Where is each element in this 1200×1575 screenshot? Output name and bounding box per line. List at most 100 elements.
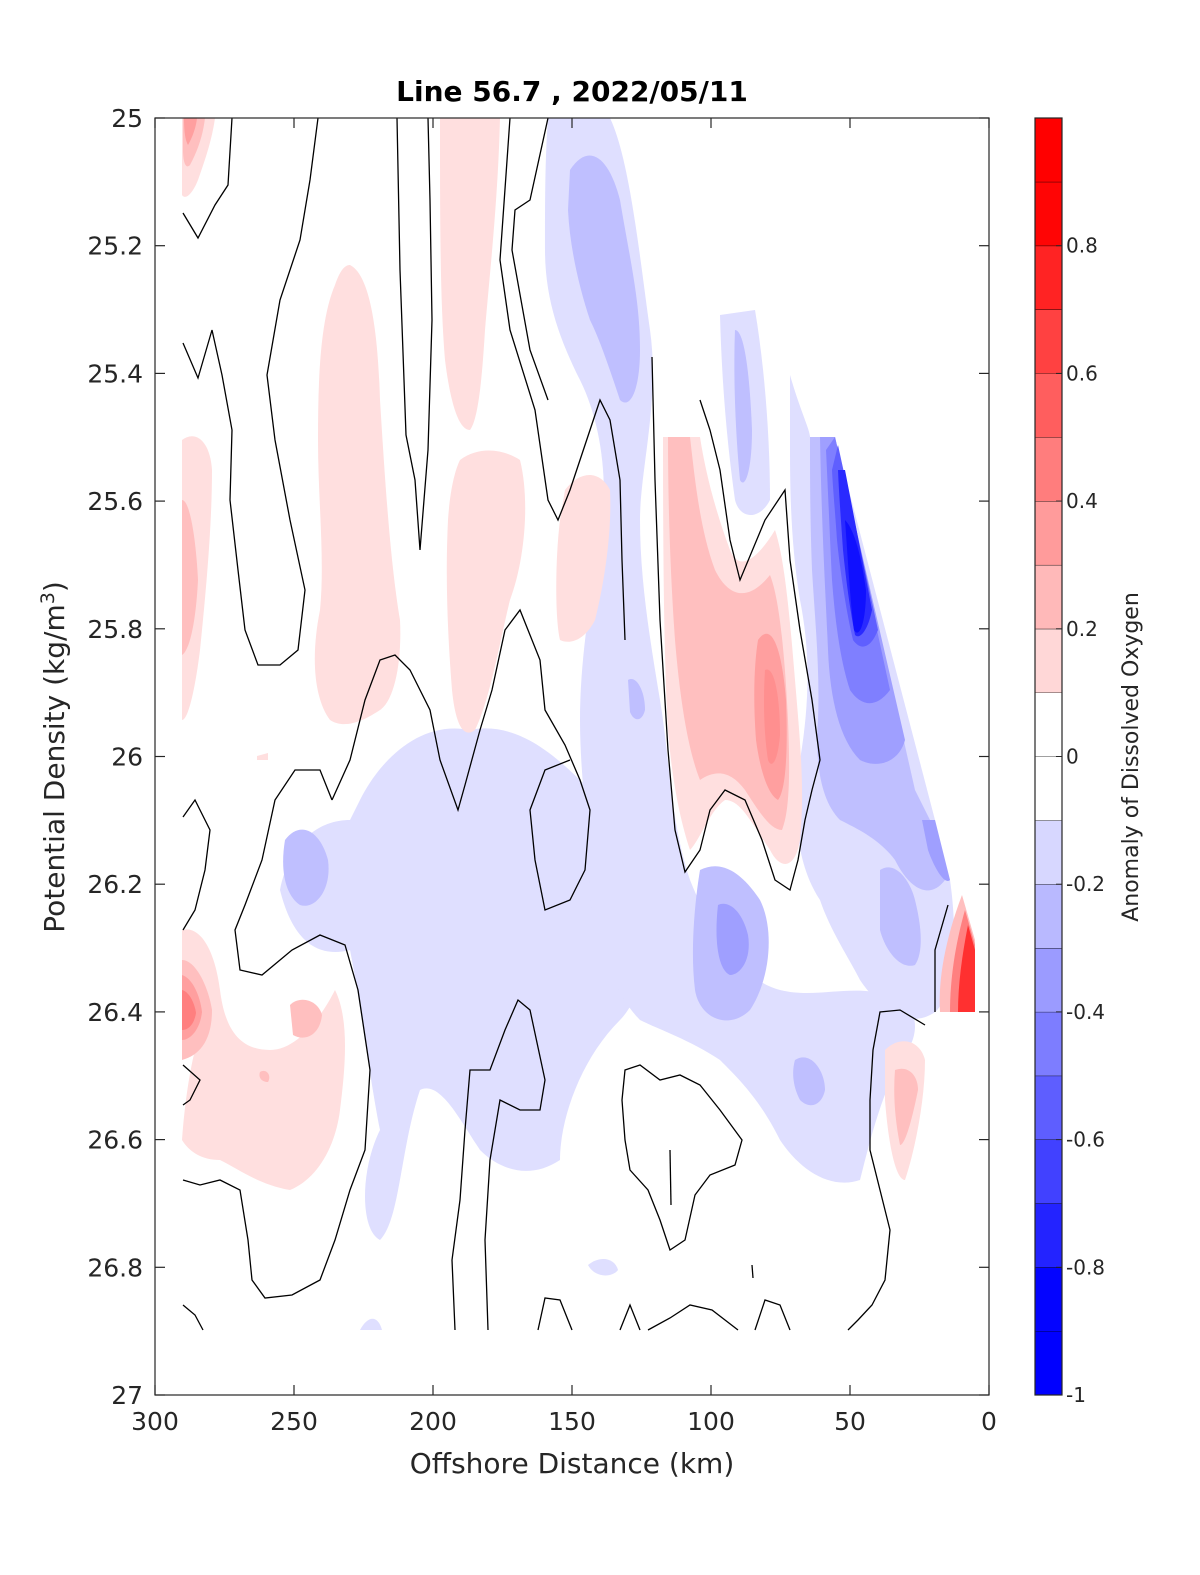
zero-contour-line bbox=[651, 356, 821, 892]
y-axis-title-superscript: 3 bbox=[37, 592, 59, 604]
chart-title: Line 56.7 , 2022/05/11 bbox=[396, 75, 748, 108]
colorbar-level bbox=[1035, 309, 1062, 374]
neg-region-small-upper bbox=[283, 829, 329, 906]
colorbar-level bbox=[1035, 373, 1062, 438]
y-tick-label: 25.2 bbox=[87, 232, 143, 261]
y-axis-title-close: ) bbox=[38, 581, 71, 592]
zero-contour-line bbox=[331, 608, 591, 911]
y-tick-label: 26.6 bbox=[87, 1126, 143, 1155]
colorbar-tick-label: 0.4 bbox=[1066, 489, 1098, 513]
zero-contour-line bbox=[934, 904, 949, 1012]
colorbar-tick-label: -0.8 bbox=[1066, 1255, 1105, 1279]
y-tick-label: 26 bbox=[111, 743, 143, 772]
neg-region-mid-column-core bbox=[734, 330, 752, 483]
x-axis-title: Offshore Distance (km) bbox=[410, 1447, 735, 1480]
colorbar-title: Anomaly of Dissolved Oxygen bbox=[1119, 592, 1144, 922]
x-tick-label: 100 bbox=[687, 1407, 735, 1436]
zero-contour-line bbox=[669, 1149, 672, 1206]
x-tick-label: 200 bbox=[409, 1407, 457, 1436]
colorbar-level bbox=[1035, 501, 1062, 565]
colorbar-tick-label: -0.6 bbox=[1066, 1128, 1105, 1152]
pos-region-lower-left bbox=[182, 929, 345, 1190]
colorbar-level bbox=[1035, 820, 1062, 885]
pos-region-lower-left-core3 bbox=[182, 990, 196, 1030]
zero-contour-line bbox=[621, 1064, 743, 1252]
colorbar-level bbox=[1035, 1331, 1062, 1395]
zero-contour-line bbox=[537, 1297, 573, 1331]
zero-contour-line bbox=[647, 1304, 739, 1331]
colorbar-level bbox=[1035, 756, 1062, 821]
x-tick-label: 250 bbox=[270, 1407, 318, 1436]
zero-contour-line bbox=[182, 798, 211, 931]
y-tick-label: 25.4 bbox=[87, 359, 143, 388]
y-tick-label: 26.8 bbox=[87, 1253, 143, 1282]
y-axis-title-main: Potential Density (kg/m bbox=[38, 604, 71, 933]
neg-region-mid-small bbox=[628, 679, 645, 720]
zero-contour-line bbox=[499, 118, 626, 641]
colorbar-ticks: -1 -0.8 -0.6 -0.4 -0.2 0 0.2 0.4 0.6 0.8 bbox=[1056, 234, 1105, 1407]
neg-region-small-deep bbox=[793, 1057, 825, 1106]
neg-region-tiny-2 bbox=[360, 1318, 382, 1330]
colorbar-tick-label: -0.2 bbox=[1066, 872, 1105, 896]
colorbar-tick-label: 0.2 bbox=[1066, 617, 1098, 641]
pos-region-nearshore-deep-core bbox=[894, 1068, 918, 1145]
y-axis: 25 25.2 25.4 25.6 25.8 26 26.2 26.4 26.6 26.8 27 bbox=[87, 104, 989, 1410]
pos-region-left-edge-core bbox=[182, 500, 198, 655]
colorbar-tick-label: -0.4 bbox=[1066, 1000, 1105, 1024]
colorbar-level bbox=[1035, 884, 1062, 949]
colorbar-level bbox=[1035, 628, 1062, 693]
colorbar-level bbox=[1035, 245, 1062, 310]
zero-contour-line bbox=[182, 118, 233, 240]
zero-contour-line bbox=[451, 998, 546, 1331]
colorbar-tick-label: 0 bbox=[1066, 745, 1079, 769]
colorbar-level bbox=[1035, 437, 1062, 502]
y-axis-title: Potential Density (kg/m3) bbox=[37, 581, 71, 933]
y-tick-label: 27 bbox=[111, 1381, 143, 1410]
colorbar-level bbox=[1035, 564, 1062, 629]
colorbar-level bbox=[1035, 1267, 1062, 1332]
zero-contour-line bbox=[182, 769, 371, 1299]
colorbar bbox=[1035, 117, 1062, 1395]
x-tick-label: 300 bbox=[131, 1407, 179, 1436]
colorbar-tick-label: -1 bbox=[1066, 1383, 1086, 1407]
pos-region-upper-col-1 bbox=[314, 265, 401, 725]
colorbar-tick-label: 0.8 bbox=[1066, 234, 1098, 258]
zero-contour-line bbox=[847, 1009, 926, 1331]
y-tick-label: 25.8 bbox=[87, 615, 143, 644]
pos-region-mid-wedge-core3 bbox=[764, 669, 780, 764]
pos-region-tiny-1 bbox=[259, 1070, 270, 1082]
y-tick-label: 25 bbox=[111, 104, 143, 133]
x-tick-label: 50 bbox=[834, 1407, 866, 1436]
neg-region-tiny-1 bbox=[588, 1258, 618, 1276]
y-tick-label: 26.4 bbox=[87, 998, 143, 1027]
zero-contour-line bbox=[619, 1303, 641, 1331]
pos-region-tiny-2 bbox=[257, 753, 268, 760]
colorbar-level bbox=[1035, 1011, 1062, 1076]
colorbar-tick-label: 0.6 bbox=[1066, 361, 1098, 385]
pos-region-upper-col-4 bbox=[556, 475, 611, 642]
y-tick-label: 26.2 bbox=[87, 870, 143, 899]
pos-region-upper-col-3 bbox=[446, 450, 526, 733]
pos-region-top-left-core2 bbox=[184, 118, 197, 145]
zero-contour-line bbox=[182, 1064, 201, 1106]
pos-region-nearshore-edge-3 bbox=[958, 925, 975, 1012]
x-tick-label: 0 bbox=[981, 1407, 997, 1436]
zero-contour-line bbox=[511, 118, 549, 401]
x-axis: 300 250 200 150 100 50 0 bbox=[131, 118, 997, 1436]
zero-contour-line bbox=[751, 1264, 754, 1279]
zero-contour-line bbox=[182, 1304, 204, 1331]
colorbar-level bbox=[1035, 1139, 1062, 1204]
zero-contour-line bbox=[182, 118, 319, 666]
neg-region-far-offshore bbox=[280, 728, 660, 1240]
colorbar-level bbox=[1035, 948, 1062, 1012]
x-tick-label: 150 bbox=[548, 1407, 596, 1436]
contour-fills bbox=[182, 118, 975, 1330]
colorbar-level bbox=[1035, 692, 1062, 757]
colorbar-level bbox=[1035, 118, 1062, 182]
neg-region-deep-blob-core bbox=[716, 903, 749, 975]
colorbar-level bbox=[1035, 181, 1062, 246]
y-tick-label: 25.6 bbox=[87, 487, 143, 516]
pos-region-upper-col-2 bbox=[440, 118, 500, 430]
zero-contours bbox=[182, 118, 949, 1331]
